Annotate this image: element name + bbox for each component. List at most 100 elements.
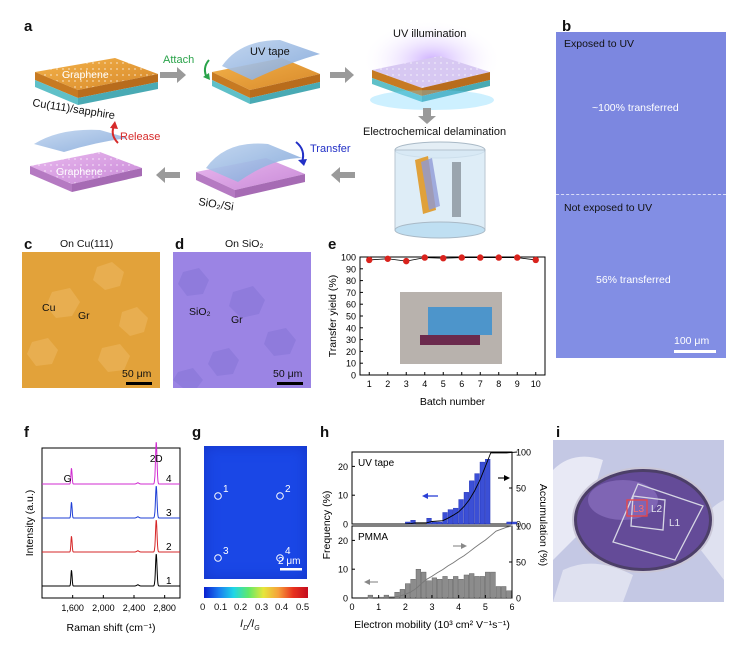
sio2-label: SiO₂ [189, 306, 211, 318]
inset-wafer [420, 335, 480, 345]
arrow-left-icon [331, 167, 355, 183]
x-tick-label: 7 [478, 379, 483, 389]
y-tick-label: 80 [346, 276, 356, 286]
plot-frame [41, 447, 181, 599]
y-axis-label: Intensity (a.u.) [24, 490, 36, 557]
grain-overlay [27, 262, 148, 372]
x-tick-label: 6 [509, 602, 514, 612]
cu-micrograph: Cu Gr 50 μm [22, 252, 160, 388]
histogram-bar [469, 480, 475, 525]
map-scale-bar [280, 568, 302, 571]
mobility-histogram: 0 10 20 0 50 100 UV tape 0 10 20 0 50 100 PMMA 0 1 2 3 4 5 6… [321, 448, 549, 632]
map-point-2 [276, 492, 284, 500]
region-l1-outline [612, 483, 704, 561]
y-tick-label: 0 [351, 371, 356, 381]
yield-point [532, 256, 539, 264]
x-tick-label: 2,800 [153, 603, 176, 613]
transfer-label: Transfer [310, 143, 351, 155]
peak-label: 2D [150, 454, 163, 465]
yield-point [495, 254, 502, 261]
y-tick-label: 40 [346, 323, 356, 333]
wafer-illustration: L3 L2 L1 [553, 456, 724, 602]
sio2-si-label: SiO₂/Si [198, 196, 235, 213]
arrow-head-gray-icon-2 [364, 579, 370, 585]
histogram-bar [479, 461, 485, 525]
x-tick-label: 5 [483, 602, 488, 612]
y-tick-label: 0 [343, 594, 348, 604]
cu-label: Cu [42, 302, 56, 314]
panel-letter-a: a [24, 18, 33, 35]
x-tick-label: 1 [367, 379, 372, 389]
step-uv-illumination [370, 56, 494, 110]
y2-tick-label: 50 [516, 484, 526, 494]
scale-bar-label: 100 μm [674, 335, 710, 347]
map-scale-label: 2 μm [278, 556, 300, 567]
y-tick-label: 10 [346, 359, 356, 369]
histogram-bar [426, 580, 432, 599]
yield-point [514, 254, 521, 261]
gr-label-c: Gr [78, 310, 90, 322]
yield-point [440, 254, 447, 262]
histogram-bar [453, 576, 459, 599]
x-tick-label: 1 [376, 602, 381, 612]
histogram-bar [399, 589, 405, 599]
uv-illumination-label: UV illumination [393, 28, 466, 40]
region-l3-outline [626, 499, 648, 517]
yield-point [403, 257, 410, 265]
label-l2: L2 [651, 504, 663, 515]
scale-bar-c [126, 382, 152, 385]
histogram-bar [431, 577, 437, 599]
scale-bar-d [277, 382, 303, 385]
region-divider [556, 194, 726, 195]
histogram-bar [421, 571, 427, 599]
map-point-4 [276, 554, 284, 562]
y-tick-label: 10 [338, 565, 348, 575]
panel-letter-c: c [24, 236, 33, 253]
map-point-label-2: 2 [285, 484, 291, 495]
map-point-3 [214, 554, 222, 562]
wafer-photo: L3 L2 L1 [553, 440, 724, 602]
series-label: 1 [166, 576, 172, 587]
x-axis-label: Electron mobility (10³ cm² V⁻¹s⁻¹) [354, 619, 510, 631]
histogram-bar [506, 521, 512, 525]
process-schematic: Graphene Cu(111)/sapphire Attach UV tape… [30, 20, 506, 239]
arrow-right-icon [160, 67, 186, 83]
transferred-100-label: ~100% transferred [592, 102, 679, 114]
histogram-bar [469, 573, 475, 599]
step-release [30, 129, 142, 192]
x-axis-label: Batch number [420, 396, 486, 408]
transfer-curve-arrow-icon [295, 141, 305, 163]
colorbar-tick: 0 [200, 602, 206, 613]
yield-point [384, 255, 391, 262]
histogram-bar [410, 520, 416, 525]
scale-label-d: 50 μm [273, 368, 303, 380]
y-axis-label: Frequency (%) [321, 491, 333, 560]
x-tick-label: 0 [349, 602, 354, 612]
histogram-bar [437, 521, 443, 525]
raman-spectrum [42, 520, 180, 553]
histogram-bar [463, 492, 469, 525]
y-tick-label: 20 [338, 462, 348, 472]
histogram-bar [394, 592, 400, 599]
colorbar [204, 587, 308, 598]
peak-label: G [64, 474, 72, 485]
histogram-bar [506, 590, 512, 599]
map-points: 1 2 3 4 2 μm [214, 484, 302, 571]
release-label: Release [120, 131, 160, 143]
x-tick-label: 6 [459, 379, 464, 389]
map-point-label-4: 4 [285, 546, 291, 557]
histogram-bar [426, 518, 432, 525]
x-tick-label: 4 [422, 379, 427, 389]
grain-overlay-d [173, 268, 296, 388]
histogram-bar [474, 576, 480, 599]
x-tick-label: 3 [429, 602, 434, 612]
yield-point [458, 254, 465, 261]
step-graphene-on-cu [35, 58, 158, 105]
arrow-head-blue-icon [422, 493, 428, 499]
histogram-bar [415, 568, 421, 599]
id-ig-map: 1 2 3 4 2 μm [204, 446, 310, 582]
accumulation-curve [405, 451, 518, 525]
step-electrochemical-beaker [394, 141, 486, 239]
histogram-bar [495, 586, 501, 599]
electrochemical-label: Electrochemical delamination [363, 126, 506, 138]
